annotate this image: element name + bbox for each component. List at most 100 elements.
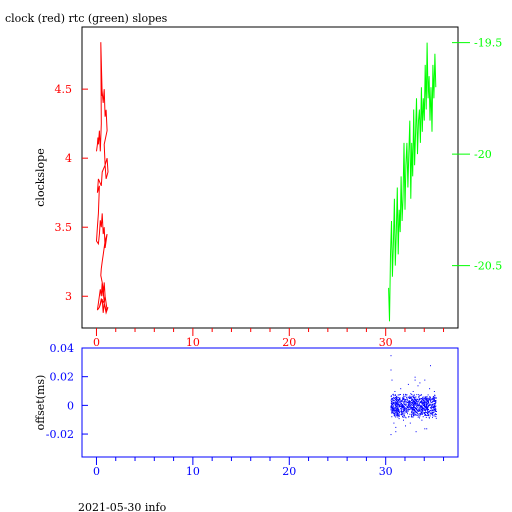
offset-point bbox=[420, 407, 422, 409]
offset-point bbox=[402, 395, 404, 397]
offset-point bbox=[428, 411, 430, 413]
offset-point bbox=[428, 410, 430, 412]
offset-point bbox=[401, 400, 403, 402]
offset-point bbox=[400, 409, 402, 411]
offset-point bbox=[413, 397, 415, 398]
offset-point bbox=[399, 412, 401, 414]
offset-point bbox=[402, 405, 404, 407]
offset-point bbox=[418, 410, 420, 412]
offset-point bbox=[428, 405, 430, 407]
offset-point bbox=[397, 410, 399, 412]
offset-point bbox=[432, 396, 434, 397]
offset-point bbox=[405, 417, 407, 419]
offset-point bbox=[429, 412, 431, 414]
offset-point bbox=[422, 410, 424, 412]
offset-point bbox=[410, 404, 412, 406]
offset-point bbox=[428, 409, 429, 410]
offset-point bbox=[411, 395, 413, 397]
offset-point bbox=[402, 411, 404, 413]
offset-point bbox=[390, 395, 392, 397]
offset-point bbox=[404, 409, 406, 411]
offset-point bbox=[411, 399, 413, 401]
offset-point bbox=[424, 413, 425, 415]
offset-point bbox=[396, 403, 397, 404]
offset-point bbox=[402, 412, 404, 414]
left-y-tick-label: 4.5 bbox=[55, 83, 73, 96]
x-tick-label: 0 bbox=[93, 336, 100, 349]
offset-point bbox=[420, 406, 421, 407]
offset-point bbox=[418, 404, 420, 406]
offset-point bbox=[400, 400, 402, 402]
offset-point bbox=[424, 402, 426, 404]
offset-point bbox=[390, 396, 392, 398]
offset-point bbox=[391, 406, 393, 408]
offset-point bbox=[434, 396, 436, 398]
offset-point bbox=[417, 400, 419, 402]
offset-point bbox=[403, 398, 405, 399]
offset-point bbox=[426, 398, 428, 400]
offset-point bbox=[425, 407, 427, 409]
offset-y-axis-label: offset(ms) bbox=[34, 375, 47, 431]
offset-point bbox=[421, 403, 423, 405]
offset-point bbox=[411, 407, 413, 409]
offset-point bbox=[435, 401, 437, 403]
offset-point bbox=[422, 402, 424, 404]
offset-point bbox=[400, 408, 402, 410]
offset-point bbox=[419, 409, 420, 411]
offset-point bbox=[419, 399, 420, 401]
offset-point bbox=[391, 397, 393, 399]
offset-point bbox=[406, 410, 408, 411]
offset-point bbox=[398, 414, 400, 416]
offset-point bbox=[420, 398, 422, 400]
chart-title: clock (red) rtc (green) slopes bbox=[5, 12, 168, 25]
y-axis-label: clockslope bbox=[34, 148, 47, 206]
offset-point bbox=[407, 405, 409, 407]
offset-point bbox=[397, 403, 399, 405]
offset-point bbox=[400, 406, 402, 408]
offset-point bbox=[424, 414, 426, 416]
offset-point bbox=[427, 407, 429, 409]
offset-point bbox=[419, 402, 421, 404]
offset-point bbox=[428, 417, 430, 419]
offset-point bbox=[418, 394, 420, 396]
right-y-tick-label: -20.5 bbox=[474, 260, 502, 273]
offset-point bbox=[430, 413, 432, 415]
offset-point bbox=[418, 415, 420, 417]
offset-point bbox=[419, 412, 421, 414]
offset-point bbox=[417, 405, 419, 407]
offset-point bbox=[396, 405, 398, 407]
offset-outlier-point bbox=[433, 391, 435, 392]
rtc-slope-line bbox=[388, 42, 437, 322]
offset-point bbox=[431, 401, 433, 403]
offset-point bbox=[416, 409, 417, 410]
offset-point bbox=[404, 407, 405, 409]
offset-point bbox=[432, 403, 434, 405]
offset-point bbox=[410, 406, 412, 408]
offset-point bbox=[418, 408, 420, 410]
offset-point bbox=[417, 401, 419, 403]
offset-point bbox=[428, 397, 430, 399]
offset-point bbox=[391, 398, 393, 400]
offset-point bbox=[395, 401, 397, 403]
offset-point bbox=[407, 401, 409, 403]
offset-point bbox=[399, 394, 401, 395]
offset-point bbox=[396, 406, 398, 408]
offset-point bbox=[419, 407, 420, 409]
offset-point bbox=[407, 402, 409, 404]
offset-point bbox=[398, 399, 400, 401]
offset-point bbox=[432, 413, 434, 415]
offset-point bbox=[412, 403, 414, 405]
offset-point bbox=[395, 412, 397, 414]
offset-point bbox=[420, 405, 422, 407]
offset-point bbox=[411, 402, 413, 404]
offset-point bbox=[392, 402, 394, 403]
offset-point bbox=[403, 393, 405, 395]
offset-point bbox=[430, 407, 432, 409]
offset-point bbox=[408, 416, 410, 418]
offset-point bbox=[422, 401, 424, 403]
offset-point bbox=[416, 398, 418, 400]
offset-point bbox=[435, 408, 437, 410]
offset-point bbox=[411, 394, 413, 395]
offset-point bbox=[402, 416, 404, 418]
offset-point bbox=[434, 406, 436, 407]
